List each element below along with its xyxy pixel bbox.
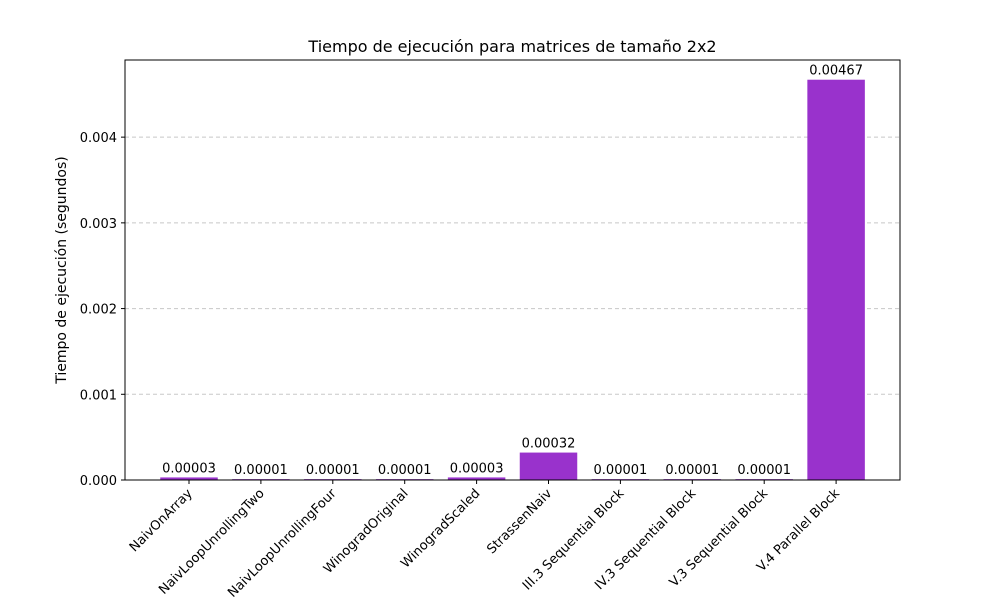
bar-value-label: 0.00003 <box>450 461 504 476</box>
y-tick-label: 0.001 <box>80 388 117 403</box>
y-tick-label: 0.002 <box>80 303 117 318</box>
bar-value-label: 0.00032 <box>522 437 576 452</box>
bar-value-label: 0.00001 <box>665 463 719 478</box>
bar <box>519 452 578 480</box>
bar-value-label: 0.00001 <box>378 463 432 478</box>
bar-value-labels: 0.00003 0.00001 0.00001 0.00001 0.00003 0.000… <box>162 64 863 478</box>
plot-frame <box>124 59 901 481</box>
x-axis-ticks: NaivOnArrayNaivLoopUnrollingTwoNaivLoopU… <box>127 480 843 601</box>
bar <box>160 477 218 480</box>
bar-value-label: 0.00467 <box>809 64 863 79</box>
y-tick-label: 0.000 <box>80 474 117 489</box>
y-tick-label: 0.003 <box>80 217 117 232</box>
chart-title: Tiempo de ejecución para matrices de tam… <box>307 37 716 56</box>
bars <box>160 79 865 480</box>
bar-value-label: 0.00001 <box>737 463 791 478</box>
bar <box>447 477 506 480</box>
bar-value-label: 0.00001 <box>234 463 288 478</box>
x-tick-label: StrassenNaiv <box>484 486 555 557</box>
y-axis-label: Tiempo de ejecución (segundos) <box>54 156 70 385</box>
grid-lines <box>125 136 900 395</box>
y-axis-ticks: 0.000 0.001 0.002 0.003 0.004 <box>80 131 125 489</box>
y-tick-label: 0.004 <box>80 131 117 146</box>
x-tick-label: WinogradScaled <box>398 486 483 571</box>
bar-value-label: 0.00003 <box>162 461 216 476</box>
x-tick-label: NaivOnArray <box>127 486 196 555</box>
bar-value-label: 0.00001 <box>594 463 648 478</box>
bar-value-label: 0.00001 <box>306 463 360 478</box>
bar <box>807 79 865 480</box>
